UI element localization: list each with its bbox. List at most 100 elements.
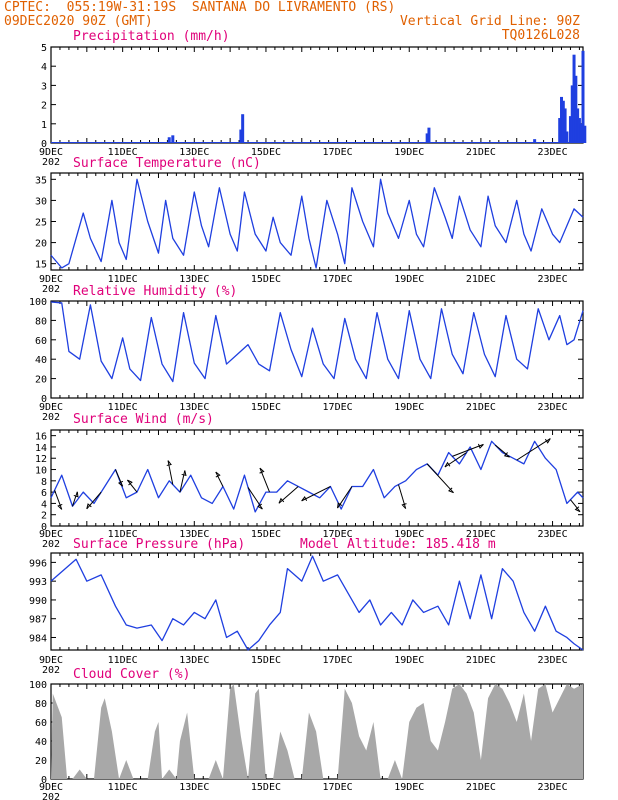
y-tick-label: 25 [35,218,47,229]
precip-bar [241,114,245,143]
x-tick-label: 15DEC [251,274,281,285]
x-tick-label: 9DEC [39,529,63,540]
y-tick-label: 40 [35,737,47,748]
x-tick-label: 23DEC [537,274,567,285]
header-grid-line: Vertical Grid Line: 90Z [399,14,580,29]
series-line [50,301,584,383]
y-tick-label: 35 [35,175,47,186]
x-tick-label: 17DEC [323,655,353,666]
y-tick-label: 2 [41,511,47,522]
y-tick-label: 3 [41,81,47,92]
y-tick-label: 30 [35,196,47,207]
wind-arrow-head [117,480,124,487]
series-line [50,440,584,513]
wind-arrow [570,499,581,512]
x-tick-label: 23DEC [537,147,567,158]
wind-arrow [54,490,63,510]
wind-arrow [337,486,353,509]
wind-arrow-head [127,479,133,486]
x-tick-label: 17DEC [323,529,353,540]
wind-arrow [86,491,102,510]
x-tick-label: 21DEC [466,529,496,540]
plot-frame [50,429,584,527]
y-tick-label: 20 [35,239,47,250]
y-tick-label: 20 [35,756,47,767]
wind-arrow [426,463,454,494]
precip-bar [167,137,171,143]
y-tick-label: 0 [41,775,47,786]
x-tick-label: 23DEC [537,529,567,540]
precip-bar [533,139,537,143]
x-year-label: 202 [42,157,60,168]
wind-arrow [215,471,224,487]
series-line [50,555,584,651]
x-tick-label: 15DEC [251,529,281,540]
y-tick-label: 100 [29,680,47,691]
x-tick-label: 19DEC [394,782,424,793]
x-tick-label: 11DEC [108,529,138,540]
x-tick-label: 15DEC [251,402,281,413]
wind-arrow [494,444,510,458]
y-tick-label: 0 [41,394,47,405]
x-tick-label: 19DEC [394,529,424,540]
x-tick-label: 23DEC [537,655,567,666]
precip-bar [581,50,585,144]
y-tick-label: 5 [41,43,47,54]
wind-arrow-head [57,503,63,510]
y-tick-label: 996 [29,558,47,569]
panel-title: Surface Wind (m/s) [73,412,214,427]
y-tick-label: 987 [29,615,47,626]
y-tick-label: 40 [35,355,47,366]
wind-arrow-head [447,487,454,494]
x-year-label: 202 [42,284,60,295]
panel-title: Relative Humidity (%) [73,284,237,299]
y-tick-label: 60 [35,336,47,347]
precip-bar [427,127,431,143]
precip-bar [577,118,581,143]
wind-arrow [247,487,263,510]
precip-bar [239,129,243,143]
x-tick-label: 23DEC [537,402,567,413]
precip-bar [574,75,578,143]
x-tick-label: 13DEC [179,402,209,413]
x-year-label: 202 [42,665,60,676]
y-tick-label: 993 [29,577,47,588]
precip-bar [576,108,580,143]
plot-frame [50,46,584,144]
x-tick-label: 13DEC [179,274,209,285]
x-tick-label: 11DEC [108,147,138,158]
x-tick-label: 23DEC [537,782,567,793]
x-tick-label: 21DEC [466,274,496,285]
x-tick-label: 19DEC [394,402,424,413]
x-tick-label: 9DEC [39,402,63,413]
wind-arrow [516,438,551,461]
y-tick-label: 0 [41,522,47,533]
y-tick-label: 20 [35,375,47,386]
x-tick-label: 11DEC [108,782,138,793]
wind-arrow [72,491,78,507]
x-tick-label: 21DEC [466,147,496,158]
precip-bar [579,123,583,143]
y-tick-label: 12 [35,454,47,465]
wind-arrow-head [259,467,265,474]
x-tick-label: 19DEC [394,274,424,285]
y-tick-label: 6 [41,488,47,499]
x-tick-label: 19DEC [394,655,424,666]
x-tick-label: 11DEC [108,402,138,413]
precip-bar [171,135,175,143]
precip-bar [572,54,576,143]
wind-arrow [126,479,138,493]
precip-bar [570,85,574,143]
wind-arrow [278,486,299,504]
wind-arrow [452,443,484,457]
x-tick-label: 13DEC [179,655,209,666]
x-tick-label: 13DEC [179,147,209,158]
panel-subtitle: Model Altitude: 185.418 m [300,537,496,552]
y-tick-label: 16 [35,432,47,443]
panel-title: Surface Pressure (hPa) [73,537,245,552]
wind-arrow-head [166,460,172,466]
wind-arrow-head [257,503,263,510]
chart-panel-2: 9DEC 11DEC 13DEC 15DEC 17DEC 19DEC 21DEC 23DEC 2… [35,156,584,295]
wind-arrow-head [181,470,187,477]
